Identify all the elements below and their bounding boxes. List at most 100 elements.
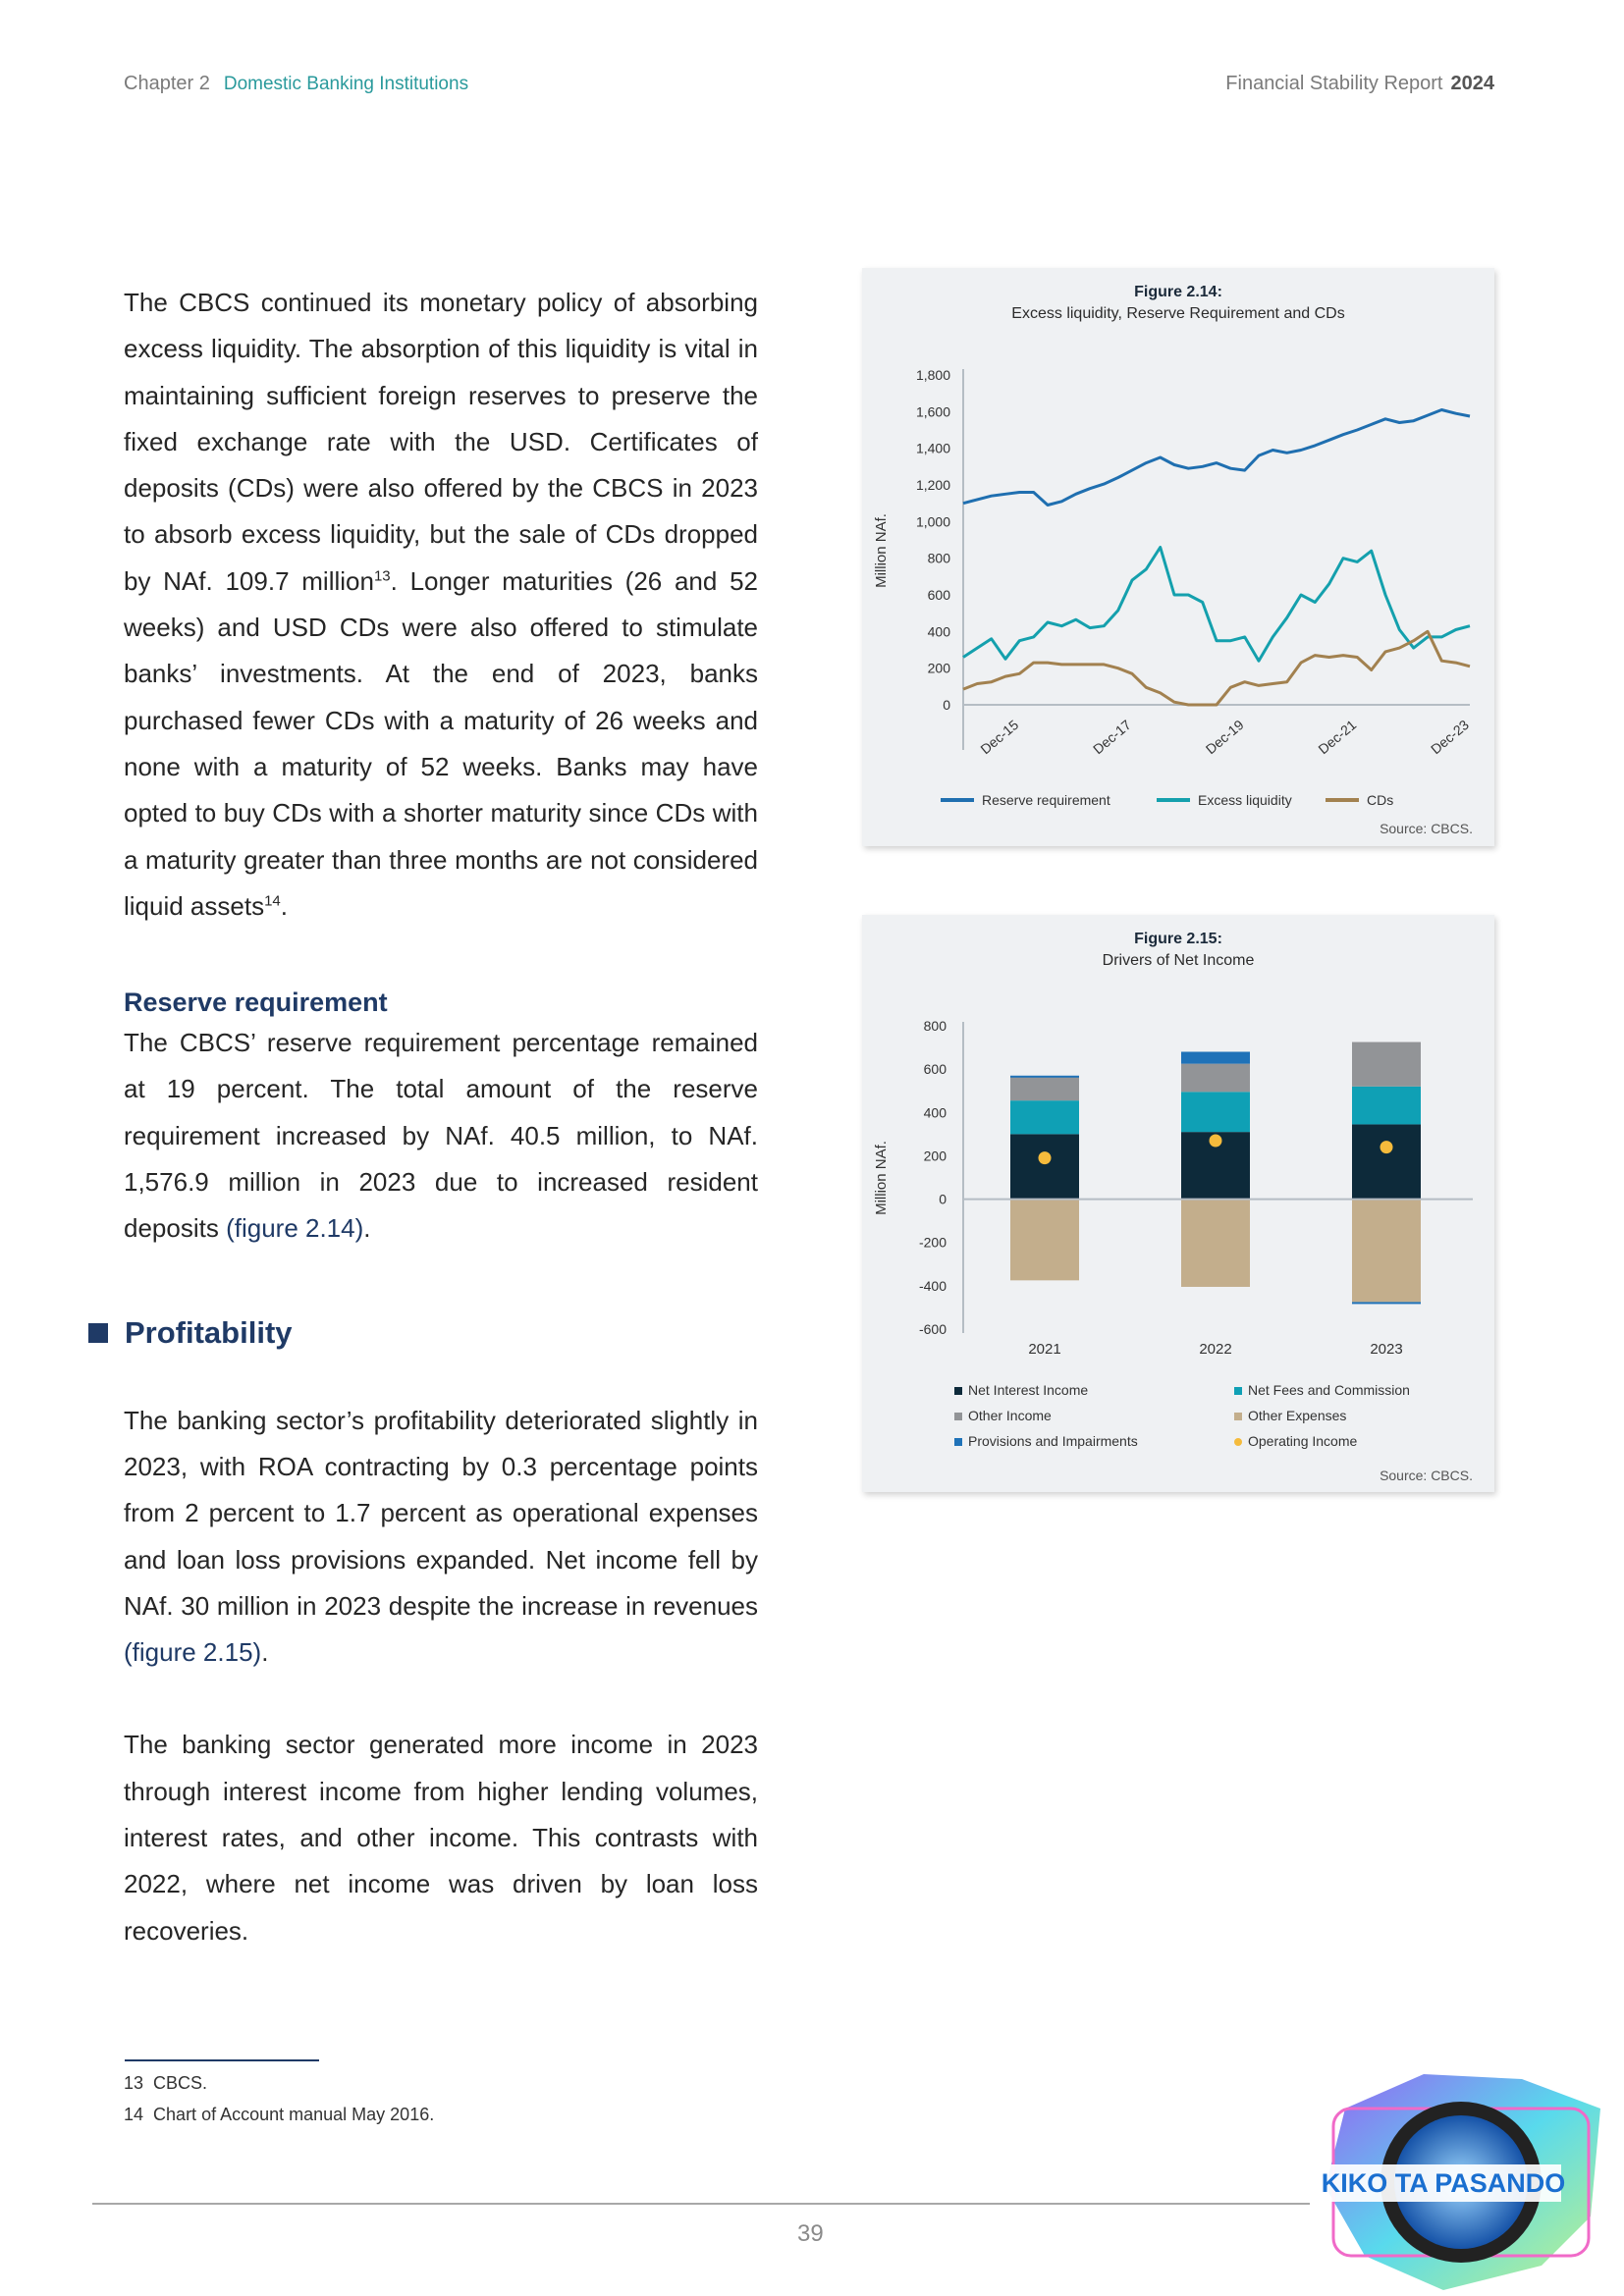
bar-segment-other-expenses xyxy=(1010,1199,1079,1281)
chart-source: Source: CBCS. xyxy=(1380,1468,1473,1483)
y-tick-label: 200 xyxy=(928,661,951,676)
legend-swatch xyxy=(1234,1413,1242,1420)
legend-swatch xyxy=(954,1438,962,1446)
x-tick-label: Dec-15 xyxy=(977,717,1021,757)
text: . xyxy=(261,1637,269,1668)
square-bullet-icon xyxy=(88,1322,108,1343)
y-tick-label: 200 xyxy=(924,1148,947,1163)
text: . xyxy=(363,1213,371,1244)
y-tick-label: 1,000 xyxy=(916,513,950,529)
svg-text:KIKO TA PASANDO: KIKO TA PASANDO xyxy=(1322,2168,1566,2198)
profitability-heading: Profitability xyxy=(88,1313,758,1353)
legend-label: Operating Income xyxy=(1248,1433,1357,1449)
bar-chart: Figure 2.15: Drivers of Net Income Million… xyxy=(873,931,1473,1483)
legend-label: Excess liquidity xyxy=(1198,792,1292,808)
legend-label: Other Income xyxy=(968,1408,1052,1423)
text: The CBCS’ reserve requirement percentage… xyxy=(124,1028,758,1244)
text: The banking sector generated more income… xyxy=(124,1730,758,1946)
operating-income-dot xyxy=(1380,1141,1393,1154)
legend-swatch xyxy=(954,1387,962,1395)
y-tick-label: -400 xyxy=(919,1278,947,1294)
bar-segment-net-fees-and-commission xyxy=(1181,1092,1250,1133)
x-tick-label: 2022 xyxy=(1199,1341,1231,1358)
x-tick-label: Dec-23 xyxy=(1428,717,1472,757)
section-label: Domestic Banking Institutions xyxy=(223,74,469,94)
bar-segment-other-expenses xyxy=(1181,1199,1250,1287)
x-tick-label: Dec-21 xyxy=(1315,717,1359,757)
line-chart: Figure 2.14: Excess liquidity, Reserve Re… xyxy=(873,284,1473,836)
y-tick-label: 1,600 xyxy=(916,403,950,419)
y-tick-label: 1,200 xyxy=(916,477,950,493)
x-tick-label: 2021 xyxy=(1028,1341,1060,1358)
footnote-text: Chart of Account manual May 2016. xyxy=(153,2105,435,2124)
legend-swatch xyxy=(954,1413,962,1420)
paragraph-reserve: The CBCS’ reserve requirement percentage… xyxy=(124,1020,758,1252)
bar-segment-other-income xyxy=(1352,1041,1421,1087)
y-tick-label: 0 xyxy=(939,1192,947,1207)
footnote-14: 14 Chart of Account manual May 2016. xyxy=(124,2105,434,2125)
bar-segment-provisions-and-impairments xyxy=(1352,1302,1421,1305)
text: The banking sector’s profitability deter… xyxy=(124,1405,758,1621)
legend-label: Reserve requirement xyxy=(982,792,1110,808)
text: . xyxy=(280,890,288,921)
figure-link[interactable]: (figure 2.14) xyxy=(226,1213,364,1244)
legend-swatch xyxy=(1234,1387,1242,1395)
report-title: Financial Stability Report xyxy=(1225,73,1443,94)
text: The CBCS continued its monetary policy o… xyxy=(124,288,758,596)
legend-label: Net Fees and Commission xyxy=(1248,1382,1410,1398)
series-line-excess-liquidity xyxy=(962,546,1471,663)
y-tick-label: 600 xyxy=(928,587,951,603)
page-number: 39 xyxy=(797,2220,824,2247)
bar-segment-provisions-and-impairments xyxy=(1010,1075,1079,1078)
chapter-label: Chapter 2 xyxy=(124,73,210,94)
figure-link[interactable]: (figure 2.15) xyxy=(124,1637,262,1668)
y-axis-label: Million NAf. xyxy=(873,513,890,588)
y-axis-label: Million NAf. xyxy=(873,1141,890,1215)
bar-segment-net-interest-income xyxy=(1352,1124,1421,1200)
paragraph-income: The banking sector generated more income… xyxy=(124,1722,758,1953)
running-header-right: Financial Stability Report 2024 xyxy=(1225,73,1494,95)
paragraph-cds: The CBCS continued its monetary policy o… xyxy=(124,280,758,930)
x-tick-label: Dec-17 xyxy=(1090,717,1134,757)
series-line-cds xyxy=(962,629,1471,707)
y-tick-label: 400 xyxy=(924,1104,947,1120)
bar-segment-other-income xyxy=(1181,1063,1250,1093)
footnote-num: 14 xyxy=(124,2105,144,2124)
chart-subtitle: Excess liquidity, Reserve Requirement an… xyxy=(1011,305,1344,322)
chart-source: Source: CBCS. xyxy=(1380,821,1473,836)
bar-segment-net-interest-income xyxy=(1010,1134,1079,1200)
chart-title: Figure 2.15: xyxy=(1134,931,1222,947)
figure-2-14: Figure 2.14: Excess liquidity, Reserve Re… xyxy=(862,268,1494,846)
y-tick-label: -200 xyxy=(919,1235,947,1251)
operating-income-dot xyxy=(1209,1134,1222,1148)
legend-label: Provisions and Impairments xyxy=(968,1433,1138,1449)
footnote-num: 13 xyxy=(124,2073,144,2093)
y-tick-label: 1,400 xyxy=(916,441,950,456)
bar-segment-provisions-and-impairments xyxy=(1181,1051,1250,1064)
footnote-text: CBCS. xyxy=(153,2073,208,2093)
y-tick-label: 0 xyxy=(943,697,950,713)
figure-2-15: Figure 2.15: Drivers of Net Income Million… xyxy=(862,915,1494,1492)
running-header-left: Chapter 2 Domestic Banking Institutions xyxy=(124,73,468,95)
footnote-ref[interactable]: 13 xyxy=(373,567,391,585)
chart-title: Figure 2.14: xyxy=(1134,284,1222,300)
report-year: 2024 xyxy=(1450,73,1495,94)
footer-divider xyxy=(92,2203,1310,2205)
bar-segment-net-fees-and-commission xyxy=(1352,1086,1421,1125)
main-text-column: The CBCS continued its monetary policy o… xyxy=(88,280,758,1954)
footnote-divider xyxy=(125,2059,319,2061)
chart-subtitle: Drivers of Net Income xyxy=(1103,952,1255,969)
reserve-requirement-heading: Reserve requirement xyxy=(124,988,388,1018)
y-tick-label: -600 xyxy=(919,1321,947,1337)
bar-segment-other-income xyxy=(1010,1076,1079,1101)
legend-label: CDs xyxy=(1367,792,1393,808)
bar-segment-net-fees-and-commission xyxy=(1010,1100,1079,1135)
heading-text: Profitability xyxy=(125,1314,293,1350)
x-tick-label: Dec-19 xyxy=(1203,717,1247,757)
kiko-ta-pasando-logo: KIKO TA PASANDO xyxy=(1322,2074,1600,2290)
legend-label: Other Expenses xyxy=(1248,1408,1346,1423)
operating-income-dot xyxy=(1038,1151,1052,1165)
text: . Longer maturities (26 and 52 weeks) an… xyxy=(124,565,758,921)
y-tick-label: 600 xyxy=(924,1061,947,1077)
footnote-ref[interactable]: 14 xyxy=(264,892,281,910)
